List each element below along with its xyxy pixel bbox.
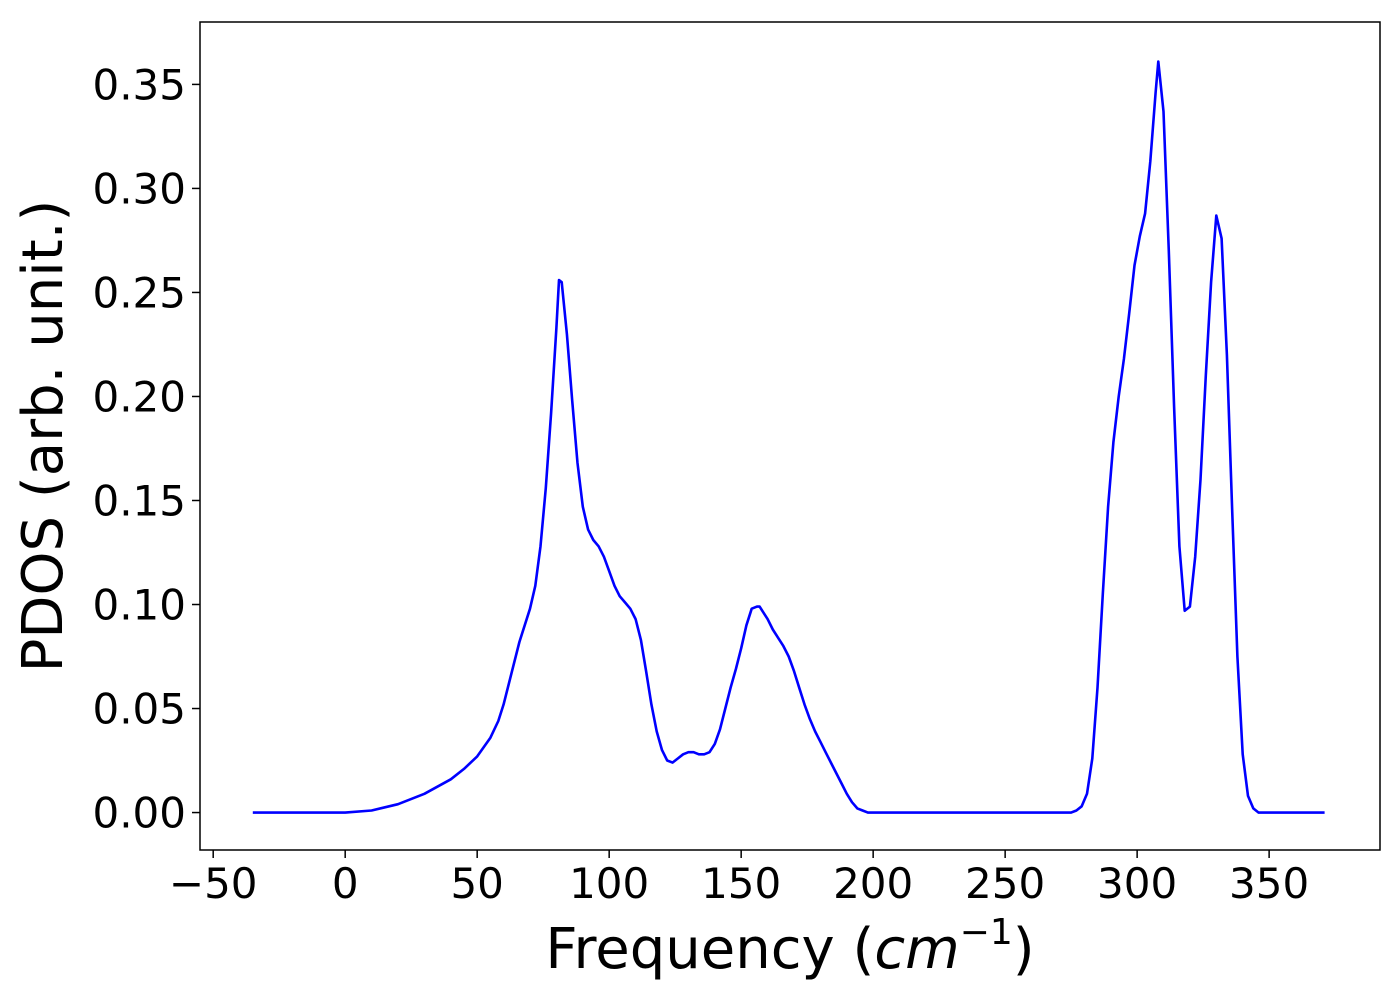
x-tick-label: 300 <box>1097 859 1177 908</box>
y-tick-label: 0.20 <box>92 372 186 421</box>
plot-area <box>252 60 1325 814</box>
x-axis-label-suffix: ) <box>1013 917 1035 982</box>
y-axis: 0.00 0.05 0.10 0.15 0.20 0.25 0.30 0.35 <box>92 60 200 838</box>
x-tick-label: 50 <box>450 859 503 908</box>
y-tick-label: 0.30 <box>92 164 186 213</box>
x-axis: −50 0 50 100 150 200 250 300 350 <box>169 850 1309 908</box>
x-tick-label: −50 <box>169 859 258 908</box>
x-tick-label: 350 <box>1229 859 1309 908</box>
x-tick-label: 100 <box>569 859 649 908</box>
x-tick-label: 200 <box>833 859 913 908</box>
x-tick-label: 150 <box>701 859 781 908</box>
x-tick-label: 0 <box>332 859 359 908</box>
y-tick-label: 0.00 <box>92 789 186 838</box>
y-tick-label: 0.15 <box>92 476 186 525</box>
x-axis-label: Frequency (cm−1) <box>545 912 1034 982</box>
x-axis-label-math: cm <box>874 917 959 982</box>
y-tick-label: 0.10 <box>92 581 186 630</box>
x-axis-label-superscript: −1 <box>960 912 1013 953</box>
y-tick-label: 0.35 <box>92 60 186 109</box>
y-tick-label: 0.25 <box>92 268 186 317</box>
x-axis-label-prefix: Frequency ( <box>545 917 874 982</box>
series-line-0 <box>252 60 1325 814</box>
y-axis-label: PDOS (arb. unit.) <box>11 200 76 673</box>
axes-frame <box>199 21 1381 851</box>
x-tick-label: 250 <box>965 859 1045 908</box>
y-tick-label: 0.05 <box>92 685 186 734</box>
